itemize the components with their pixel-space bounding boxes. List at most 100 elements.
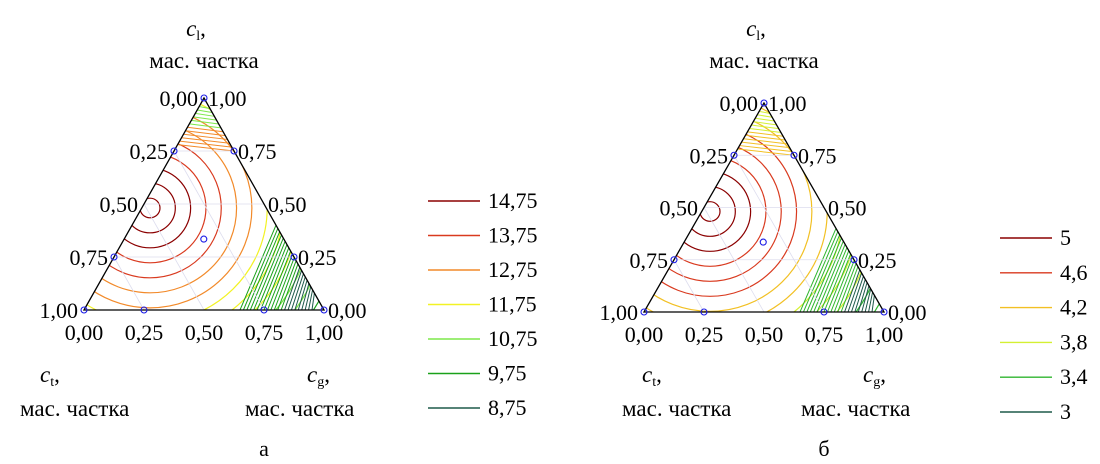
design-point — [640, 308, 648, 316]
panel-caption: а — [259, 436, 269, 461]
contour-line — [833, 260, 855, 312]
contour-line — [290, 273, 304, 310]
design-point — [140, 306, 148, 314]
panel-caption: б — [818, 436, 829, 461]
contour-line — [753, 121, 777, 126]
contour-line — [759, 110, 771, 114]
contour-line — [871, 295, 875, 312]
legend-label: 8,75 — [488, 395, 527, 420]
contour-line — [751, 124, 779, 130]
contour-line — [266, 250, 292, 310]
contour-line — [802, 231, 839, 312]
contour-line — [239, 225, 277, 310]
contour-line — [185, 130, 226, 137]
contour-line — [799, 228, 837, 312]
right-edge-tick-label: 1,00 — [768, 91, 807, 116]
legend-label: 4,6 — [1060, 260, 1088, 285]
contour-line — [644, 103, 828, 312]
design-point — [730, 151, 738, 159]
design-point — [110, 253, 118, 261]
design-point — [200, 94, 208, 102]
gridline — [173, 150, 265, 310]
right-axis-unit: мас. частка — [801, 396, 910, 421]
design-point — [850, 256, 858, 264]
contour-line — [177, 144, 235, 152]
right-edge-tick-label: 0,75 — [798, 143, 837, 168]
legend-label: 5 — [1060, 225, 1071, 250]
legend: 5 4,6 4,2 3,8 3,4 3 — [1000, 225, 1088, 424]
right-edge-tick-label: 1,00 — [208, 86, 247, 111]
legend-label: 10,75 — [488, 326, 538, 351]
contour-line — [745, 134, 786, 141]
design-point — [170, 147, 178, 155]
contour-line — [837, 263, 857, 312]
contour-line — [844, 269, 861, 312]
contour-line — [741, 141, 790, 149]
design-point — [260, 306, 268, 314]
left-edge-tick-label: 0,50 — [100, 192, 139, 217]
gridline — [143, 203, 205, 310]
bottom-edge-tick-label: 1,00 — [305, 320, 344, 345]
contour-line — [826, 253, 852, 312]
contour-line — [868, 291, 874, 312]
contour-line — [199, 105, 211, 110]
contour-line — [850, 276, 864, 312]
right-edge-tick-label: 0,00 — [328, 298, 367, 323]
design-point — [760, 99, 768, 107]
contour-line — [280, 263, 299, 310]
contour-line — [847, 272, 863, 312]
left-edge-tick-label: 1,00 — [40, 298, 79, 323]
bottom-edge-tick-label: 0,75 — [805, 322, 844, 347]
grid — [673, 154, 854, 312]
contour-line — [193, 116, 217, 121]
top-axis-symbol: cl, — [186, 16, 206, 44]
contour-line — [301, 283, 310, 310]
design-point — [200, 235, 208, 243]
triangle-frame — [642, 101, 886, 313]
contour-line — [187, 126, 224, 133]
contour-line — [747, 131, 784, 137]
contour-line — [816, 244, 846, 312]
right-edge-tick-label: 0,50 — [828, 196, 867, 221]
design-point — [700, 308, 708, 316]
contour-line — [809, 237, 842, 312]
contour-line — [273, 257, 295, 310]
contour-line — [246, 231, 281, 310]
contour-line — [857, 282, 868, 312]
bottom-edge-tick-label: 0,00 — [625, 322, 664, 347]
design-point — [230, 147, 238, 155]
left-edge-tick-label: 0,25 — [690, 143, 729, 168]
right-axis-symbol: cg, — [307, 362, 330, 390]
left-axis-unit: мас. частка — [20, 396, 129, 421]
contour-line — [820, 247, 848, 312]
legend-label: 3 — [1060, 399, 1071, 424]
grid — [113, 150, 294, 310]
design-point — [320, 306, 328, 314]
right-edge-tick-label: 0,25 — [298, 245, 337, 270]
contour-line — [304, 286, 312, 310]
contour-line — [263, 247, 290, 310]
contour-line — [297, 279, 308, 310]
left-edge-tick-label: 0,75 — [70, 245, 109, 270]
left-edge-tick-label: 0,00 — [160, 86, 199, 111]
left-axis-unit: мас. частка — [622, 396, 731, 421]
legend-label: 13,75 — [488, 223, 538, 248]
left-axis-symbol: ct, — [642, 362, 662, 390]
contour-line — [256, 241, 286, 310]
right-edge-tick-label: 0,25 — [858, 248, 897, 273]
contour-line — [189, 123, 221, 129]
contour-line — [739, 145, 792, 152]
contour-line — [181, 137, 230, 144]
contour-line — [854, 279, 866, 312]
contour-line — [195, 112, 215, 117]
contour-line — [84, 98, 268, 310]
ternary-plot-b: 0,00 0,25 0,50 0,75 1,00 1,00 0,75 0,50 0,25 0,00… — [600, 16, 1088, 461]
legend-label: 14,75 — [488, 188, 538, 213]
bottom-edge-tick-label: 0,00 — [65, 320, 104, 345]
contour-line — [277, 260, 297, 310]
top-axis-unit: мас. частка — [149, 48, 258, 73]
contour-line — [191, 119, 219, 125]
right-axis-symbol: cg, — [863, 362, 886, 390]
left-edge-tick-label: 0,75 — [630, 248, 669, 273]
legend-label: 9,75 — [488, 361, 527, 386]
